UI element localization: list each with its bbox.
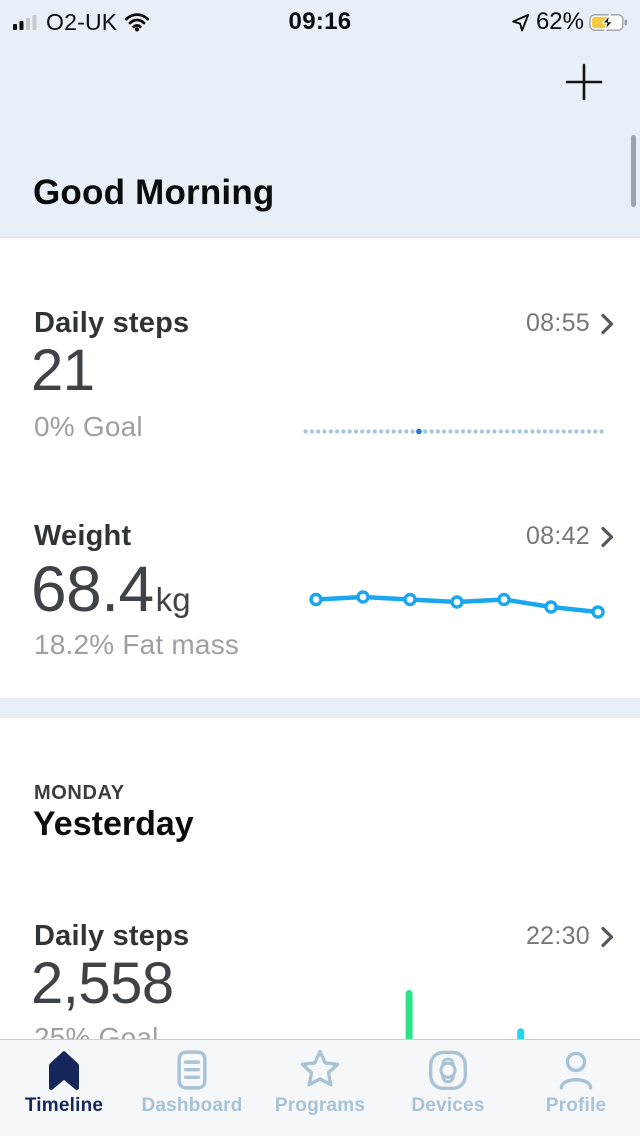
devices-icon — [429, 1050, 467, 1091]
weekday-label: MONDAY — [34, 782, 125, 804]
card-time-row[interactable]: 08:55 — [526, 309, 614, 338]
chevron-right-icon — [601, 926, 614, 947]
card-title: Daily steps — [34, 307, 190, 339]
card-title: Weight — [34, 520, 132, 552]
card-time-row[interactable]: 08:42 — [526, 522, 614, 551]
tab-profile[interactable]: Profile — [512, 1040, 640, 1136]
header: O2-UK 09:16 62% — [0, 0, 640, 238]
carrier-label: O2-UK — [46, 8, 118, 35]
weight-value-row: 68.4 kg — [31, 552, 191, 626]
tab-timeline[interactable]: Timeline — [0, 1040, 128, 1136]
card-title: Daily steps — [34, 920, 190, 952]
tab-devices[interactable]: Devices — [384, 1040, 512, 1136]
tab-label: Devices — [411, 1095, 485, 1116]
fat-mass-label: 18.2% Fat mass — [34, 629, 240, 660]
add-button[interactable] — [564, 62, 604, 102]
tab-label: Dashboard — [141, 1095, 243, 1116]
weight-unit: kg — [155, 581, 191, 618]
weight-value: 68.4 — [31, 553, 154, 625]
measure-time: 08:42 — [525, 522, 590, 550]
tab-bar: Timeline Dashboard Programs Devices — [0, 1039, 640, 1136]
battery-percent-label: 62% — [535, 8, 584, 35]
yesterday-steps-chart — [405, 990, 525, 1039]
tab-label: Timeline — [24, 1095, 104, 1116]
weight-trend-chart — [309, 590, 605, 619]
status-bar: O2-UK 09:16 62% — [0, 0, 640, 44]
section-title: Yesterday — [33, 805, 194, 843]
chevron-right-icon — [601, 526, 614, 547]
clock: 09:16 — [288, 8, 352, 35]
steps-progress-chart — [303, 428, 604, 435]
tab-dashboard[interactable]: Dashboard — [128, 1040, 256, 1136]
steps-value: 21 — [31, 338, 95, 403]
card-time-row[interactable]: 22:30 — [526, 922, 614, 951]
steps-value: 2,558 — [31, 951, 174, 1016]
wifi-icon — [125, 13, 150, 32]
battery-charging-icon — [589, 13, 628, 31]
programs-icon — [300, 1049, 340, 1087]
scrollbar-thumb[interactable] — [631, 135, 636, 207]
cellular-signal-icon — [13, 15, 37, 30]
chevron-right-icon — [601, 313, 614, 334]
measure-time: 08:55 — [525, 309, 590, 337]
section-separator — [0, 698, 640, 718]
tab-programs[interactable]: Programs — [256, 1040, 384, 1136]
page-title: Good Morning — [33, 173, 275, 212]
tab-label: Programs — [274, 1095, 366, 1116]
location-arrow-icon — [512, 13, 530, 31]
profile-icon — [559, 1051, 593, 1090]
goal-percent-label: 0% Goal — [34, 411, 143, 442]
measure-time: 22:30 — [525, 922, 590, 950]
timeline-icon — [49, 1051, 79, 1090]
dashboard-icon — [177, 1050, 207, 1090]
tab-label: Profile — [545, 1095, 607, 1116]
